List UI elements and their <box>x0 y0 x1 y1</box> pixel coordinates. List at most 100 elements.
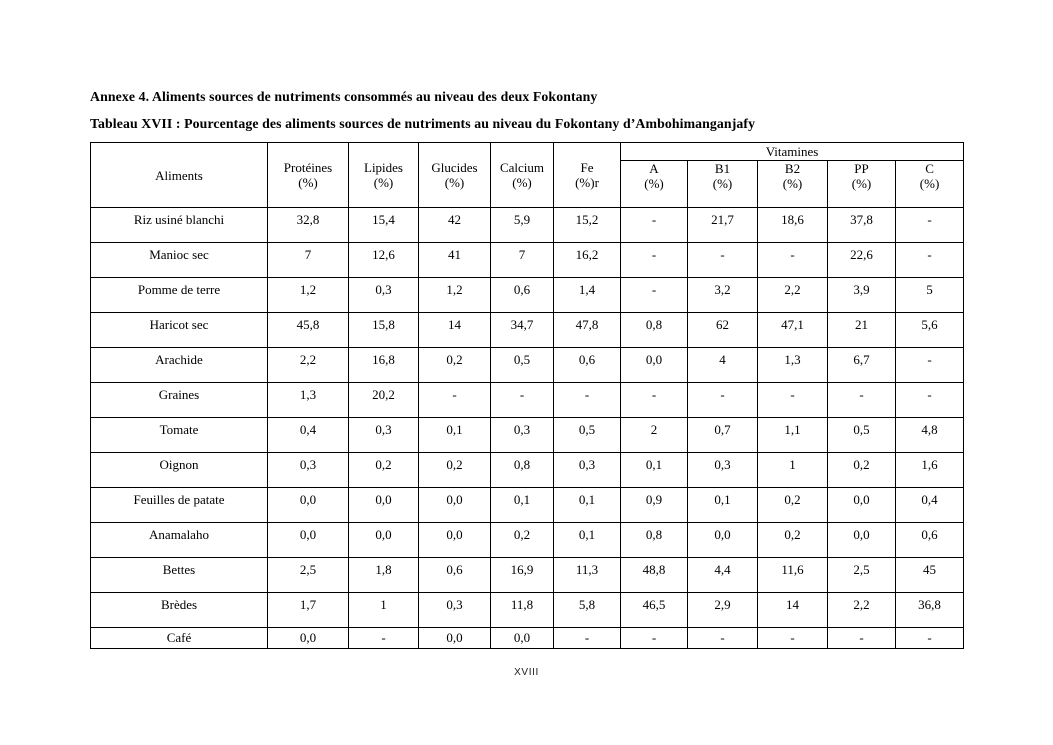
table-row: Bettes 2,5 1,8 0,6 16,9 11,3 48,8 4,4 11… <box>90 557 965 593</box>
column-header-label: Calcium <box>499 160 545 175</box>
tableau-heading: Tableau XVII : Pourcentage des aliments … <box>90 116 756 131</box>
value-cell: - <box>418 382 491 418</box>
table-row: Graines 1,3 20,2 - - - - - - - - <box>90 382 965 418</box>
value-cell: 2,9 <box>687 592 758 628</box>
table-row: Café 0,0 - 0,0 0,0 - - - - - - <box>90 627 965 649</box>
column-header-vitamin-a: A (%) <box>620 160 688 208</box>
value-cell: 4,8 <box>894 417 965 453</box>
value-cell: 0,0 <box>620 347 688 383</box>
column-header-label: B2 <box>784 161 801 177</box>
value-cell: - <box>553 627 621 649</box>
column-header-unit: (%) <box>782 176 803 191</box>
value-cell: 12,6 <box>348 242 419 278</box>
value-cell: 0,2 <box>418 452 491 488</box>
value-cell: 0,0 <box>348 522 419 558</box>
value-cell: - <box>827 627 896 649</box>
column-header-lipides: Lipides (%) <box>348 142 419 208</box>
value-cell: 0,3 <box>553 452 621 488</box>
column-header-unit: (%) <box>644 176 664 191</box>
aliment-name-cell: Arachide <box>90 347 268 383</box>
value-cell: 0,8 <box>490 452 554 488</box>
value-cell: 0,4 <box>267 417 349 453</box>
page-number: XVIII <box>514 667 539 678</box>
value-cell: 0,3 <box>490 417 554 453</box>
value-cell: 0,0 <box>418 487 491 523</box>
column-header-vitamin-pp: PP (%) <box>827 160 896 208</box>
value-cell: - <box>757 382 828 418</box>
value-cell: 0,0 <box>827 487 896 523</box>
value-cell: 0,1 <box>553 522 621 558</box>
table-header-group-row: Aliments Protéines (%) Lipides (%) Gluci… <box>90 142 965 208</box>
value-cell: - <box>894 242 965 278</box>
value-cell: 5,9 <box>490 207 554 243</box>
value-cell: 0,3 <box>418 592 491 628</box>
table-row: Feuilles de patate 0,0 0,0 0,0 0,1 0,1 0… <box>90 487 965 523</box>
value-cell: - <box>687 242 758 278</box>
value-cell: 0,0 <box>418 627 491 649</box>
value-cell: 7 <box>267 242 349 278</box>
table-row: Brèdes 1,7 1 0,3 11,8 5,8 46,5 2,9 14 2,… <box>90 592 965 628</box>
table-subheader-row: A (%) B1 (%) B2 (%) PP (%) C (%) <box>91 160 965 208</box>
value-cell: 1,2 <box>267 277 349 313</box>
value-cell: - <box>348 627 419 649</box>
value-cell: 32,8 <box>267 207 349 243</box>
aliment-name-cell: Graines <box>90 382 268 418</box>
column-header-unit: (%)r <box>575 175 599 190</box>
value-cell: 2,5 <box>827 557 896 593</box>
column-header-vitamin-c: C (%) <box>894 160 965 208</box>
annexe-heading: Annexe 4. Aliments sources de nutriments… <box>90 89 598 104</box>
aliment-name-cell: Bettes <box>90 557 268 593</box>
value-cell: 42 <box>418 207 491 243</box>
value-cell: 0,9 <box>620 487 688 523</box>
value-cell: 0,3 <box>348 417 419 453</box>
value-cell: 36,8 <box>894 592 965 628</box>
value-cell: 21,7 <box>687 207 758 243</box>
aliment-name-cell: Riz usiné blanchi <box>90 207 268 243</box>
value-cell: 5 <box>894 277 965 313</box>
table-body: Riz usiné blanchi 32,8 15,4 42 5,9 15,2 … <box>90 207 965 649</box>
column-group-header-vitamines: Vitamines <box>619 142 965 161</box>
column-header-vitamin-b1: B1 (%) <box>687 160 758 208</box>
value-cell: 2,2 <box>827 592 896 628</box>
value-cell: - <box>827 382 896 418</box>
column-header-label: Fe <box>580 160 594 175</box>
column-header-label: Lipides <box>364 160 403 175</box>
column-header-label: C <box>925 161 934 177</box>
value-cell: - <box>620 207 688 243</box>
aliment-name-cell: Anamalaho <box>90 522 268 558</box>
table-row: Haricot sec 45,8 15,8 14 34,7 47,8 0,8 6… <box>90 312 965 348</box>
value-cell: 1 <box>348 592 419 628</box>
value-cell: 2,2 <box>267 347 349 383</box>
aliment-name-cell: Haricot sec <box>90 312 268 348</box>
value-cell: 14 <box>418 312 491 348</box>
table-row: Tomate 0,4 0,3 0,1 0,3 0,5 2 0,7 1,1 0,5… <box>90 417 965 453</box>
column-header-vitamin-b2: B2 (%) <box>757 160 828 208</box>
aliment-name-cell: Pomme de terre <box>90 277 268 313</box>
column-header-label: Glucides <box>431 160 478 175</box>
value-cell: 0,5 <box>553 417 621 453</box>
value-cell: 0,5 <box>490 347 554 383</box>
value-cell: 0,2 <box>827 452 896 488</box>
value-cell: 5,8 <box>553 592 621 628</box>
value-cell: 0,0 <box>267 627 349 649</box>
value-cell: 15,2 <box>553 207 621 243</box>
value-cell: - <box>620 242 688 278</box>
value-cell: - <box>620 382 688 418</box>
value-cell: - <box>620 627 688 649</box>
aliment-name-cell: Café <box>90 627 268 649</box>
value-cell: 2 <box>620 417 688 453</box>
value-cell: 0,6 <box>418 557 491 593</box>
aliment-name-cell: Feuilles de patate <box>90 487 268 523</box>
value-cell: 0,0 <box>267 522 349 558</box>
column-header-label: A <box>649 161 659 177</box>
column-header-unit: (%) <box>712 176 733 191</box>
value-cell: 0,3 <box>687 452 758 488</box>
value-cell: 1,6 <box>894 452 965 488</box>
column-header-label: Protéines <box>283 160 333 175</box>
column-header-unit: (%) <box>298 175 318 190</box>
value-cell: 0,6 <box>894 522 965 558</box>
value-cell: 0,3 <box>348 277 419 313</box>
value-cell: - <box>757 242 828 278</box>
value-cell: 0,1 <box>553 487 621 523</box>
